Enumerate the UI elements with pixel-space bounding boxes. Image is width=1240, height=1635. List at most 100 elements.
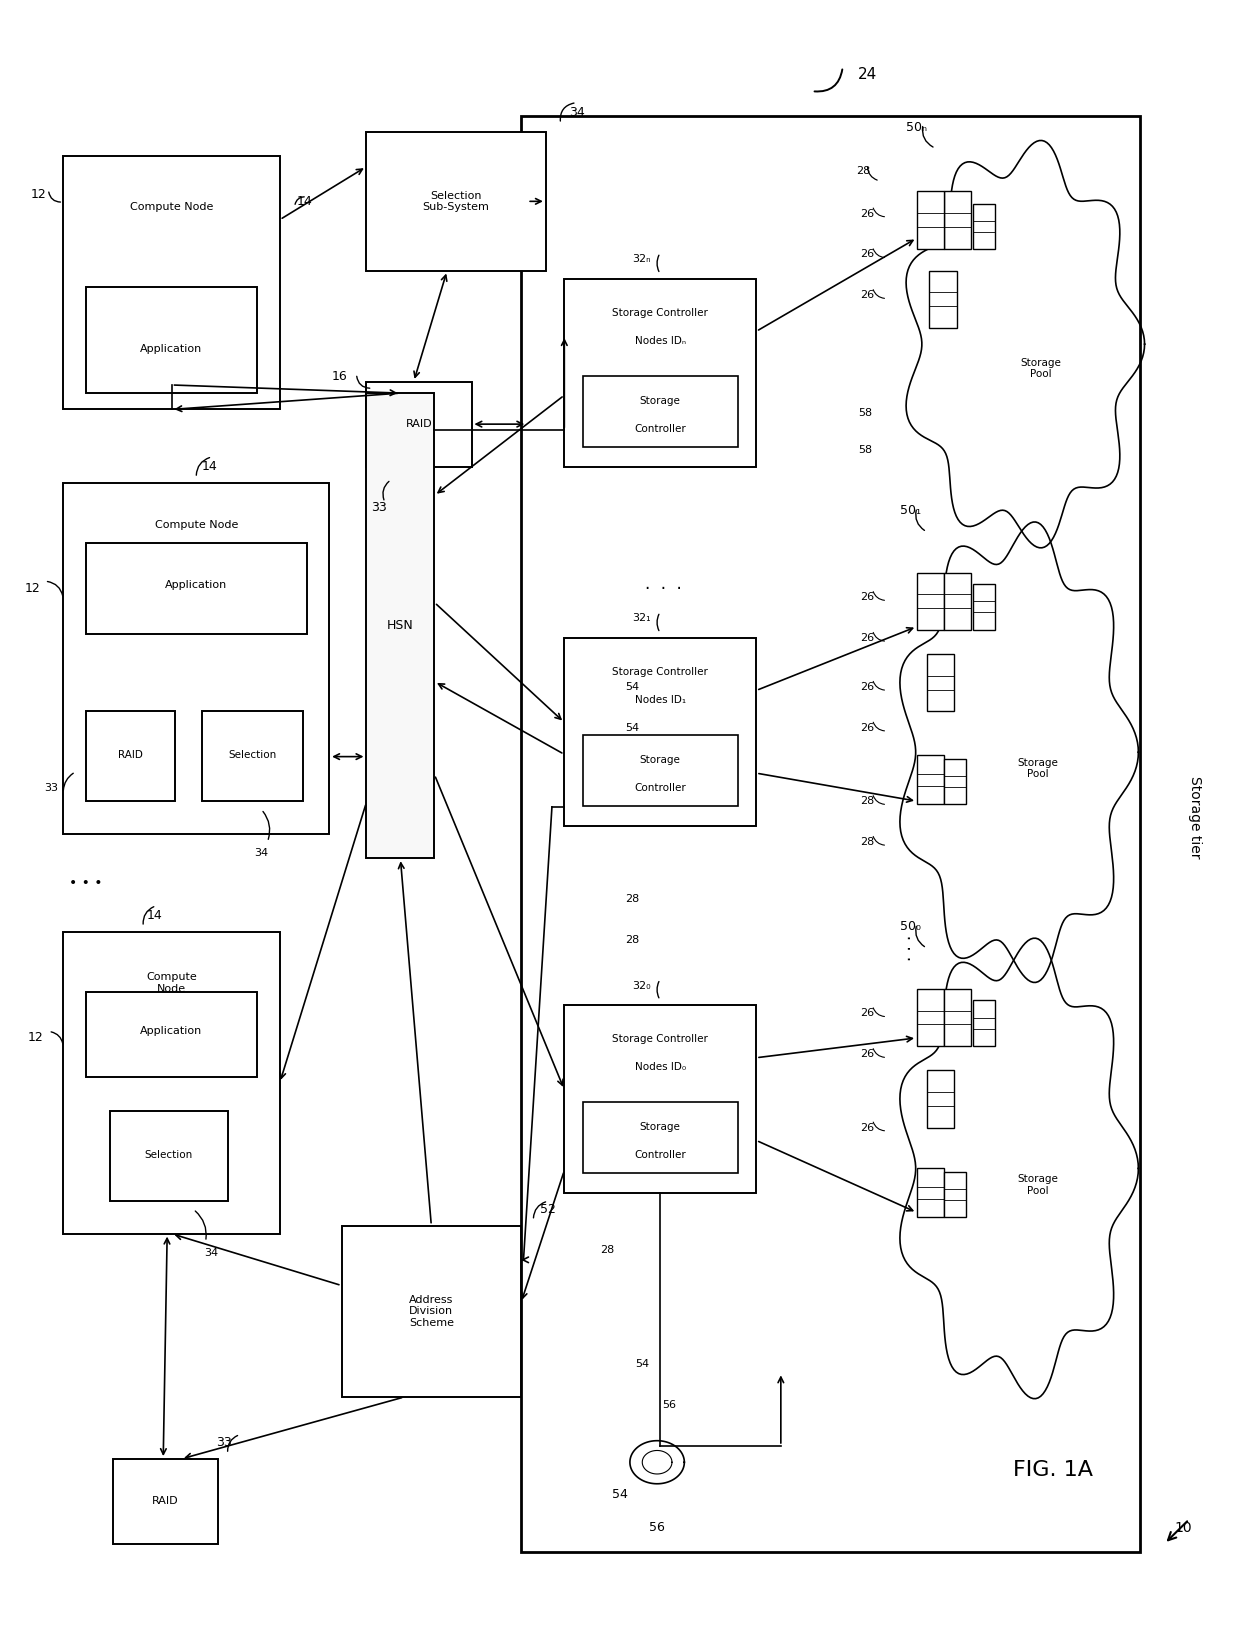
Text: 54: 54 bbox=[613, 1488, 627, 1501]
Text: 50₀: 50₀ bbox=[900, 921, 921, 934]
Text: 50₁: 50₁ bbox=[900, 504, 921, 517]
Text: Compute
Node: Compute Node bbox=[146, 973, 197, 994]
Text: 28: 28 bbox=[625, 894, 640, 904]
Text: 28: 28 bbox=[857, 167, 870, 177]
Text: Application: Application bbox=[140, 1027, 202, 1037]
Text: Nodes IDₙ: Nodes IDₙ bbox=[635, 335, 686, 347]
Text: 14: 14 bbox=[202, 459, 217, 473]
FancyBboxPatch shape bbox=[583, 734, 738, 806]
Text: 34: 34 bbox=[205, 1248, 218, 1259]
Text: 28: 28 bbox=[861, 796, 874, 806]
Text: 32ₙ: 32ₙ bbox=[632, 255, 651, 265]
Text: Storage: Storage bbox=[640, 1122, 681, 1131]
FancyBboxPatch shape bbox=[86, 992, 258, 1077]
Text: Address
Division
Scheme: Address Division Scheme bbox=[409, 1295, 454, 1328]
Text: 54: 54 bbox=[625, 682, 640, 692]
Text: 26: 26 bbox=[861, 209, 874, 219]
FancyBboxPatch shape bbox=[972, 1001, 994, 1046]
FancyBboxPatch shape bbox=[944, 989, 971, 1046]
Text: 14: 14 bbox=[296, 196, 312, 209]
Text: 14: 14 bbox=[146, 909, 162, 922]
Text: Storage
Pool: Storage Pool bbox=[1018, 757, 1059, 780]
Text: Storage Controller: Storage Controller bbox=[613, 307, 708, 317]
FancyBboxPatch shape bbox=[926, 654, 954, 711]
FancyBboxPatch shape bbox=[583, 376, 738, 446]
FancyBboxPatch shape bbox=[202, 711, 304, 801]
FancyBboxPatch shape bbox=[86, 543, 308, 634]
FancyBboxPatch shape bbox=[944, 191, 971, 250]
FancyBboxPatch shape bbox=[916, 989, 944, 1046]
Text: RAID: RAID bbox=[118, 750, 143, 760]
Text: 26: 26 bbox=[861, 289, 874, 301]
Polygon shape bbox=[900, 522, 1138, 983]
Text: RAID: RAID bbox=[153, 1496, 179, 1506]
Text: 34: 34 bbox=[254, 849, 268, 858]
Text: 26: 26 bbox=[861, 1050, 874, 1059]
Text: Compute Node: Compute Node bbox=[155, 520, 238, 530]
Text: 34: 34 bbox=[569, 106, 584, 119]
Text: Selection
Sub-System: Selection Sub-System bbox=[423, 191, 490, 213]
FancyBboxPatch shape bbox=[63, 157, 280, 409]
Text: ·  ·  ·: · · · bbox=[645, 580, 682, 598]
FancyBboxPatch shape bbox=[110, 1112, 228, 1202]
Text: Selection: Selection bbox=[228, 750, 277, 760]
Text: Compute Node: Compute Node bbox=[130, 203, 213, 213]
FancyBboxPatch shape bbox=[972, 584, 994, 629]
FancyBboxPatch shape bbox=[342, 1226, 521, 1396]
Text: 33: 33 bbox=[371, 500, 387, 513]
FancyBboxPatch shape bbox=[916, 572, 944, 629]
Text: Controller: Controller bbox=[635, 423, 686, 435]
Text: 58: 58 bbox=[858, 445, 872, 455]
Text: 56: 56 bbox=[662, 1400, 677, 1409]
Text: 33: 33 bbox=[43, 783, 58, 793]
FancyBboxPatch shape bbox=[926, 1071, 954, 1128]
Text: 10: 10 bbox=[1174, 1521, 1192, 1535]
Text: 54: 54 bbox=[635, 1359, 650, 1368]
FancyBboxPatch shape bbox=[63, 482, 330, 834]
Text: · · ·: · · · bbox=[901, 935, 920, 961]
Text: 12: 12 bbox=[31, 188, 46, 201]
Text: Storage Controller: Storage Controller bbox=[613, 667, 708, 677]
Text: 52: 52 bbox=[541, 1203, 557, 1216]
Text: Storage
Pool: Storage Pool bbox=[1018, 1174, 1059, 1195]
FancyBboxPatch shape bbox=[113, 1458, 218, 1543]
Text: 26: 26 bbox=[861, 1123, 874, 1133]
Text: 28: 28 bbox=[861, 837, 874, 847]
FancyBboxPatch shape bbox=[86, 286, 258, 392]
Text: Selection: Selection bbox=[144, 1151, 192, 1161]
Polygon shape bbox=[906, 141, 1145, 548]
Text: 32₀: 32₀ bbox=[632, 981, 651, 991]
Text: 26: 26 bbox=[861, 592, 874, 602]
FancyBboxPatch shape bbox=[944, 759, 966, 804]
Text: Nodes ID₀: Nodes ID₀ bbox=[635, 1063, 686, 1073]
Text: 16: 16 bbox=[331, 370, 347, 383]
FancyBboxPatch shape bbox=[916, 191, 944, 250]
FancyBboxPatch shape bbox=[564, 280, 756, 466]
Text: 28: 28 bbox=[625, 935, 640, 945]
Text: HSN: HSN bbox=[387, 620, 414, 633]
FancyBboxPatch shape bbox=[916, 755, 944, 804]
FancyBboxPatch shape bbox=[564, 1006, 756, 1194]
Text: 26: 26 bbox=[861, 250, 874, 260]
FancyBboxPatch shape bbox=[944, 572, 971, 629]
Text: Storage: Storage bbox=[640, 396, 681, 405]
FancyBboxPatch shape bbox=[521, 116, 1140, 1552]
Text: 26: 26 bbox=[861, 633, 874, 643]
FancyBboxPatch shape bbox=[63, 932, 280, 1234]
FancyBboxPatch shape bbox=[366, 132, 546, 271]
FancyBboxPatch shape bbox=[564, 638, 756, 826]
Text: Storage
Pool: Storage Pool bbox=[1021, 358, 1061, 379]
FancyBboxPatch shape bbox=[929, 271, 956, 329]
Text: Storage tier: Storage tier bbox=[1188, 777, 1203, 858]
Text: 26: 26 bbox=[861, 682, 874, 692]
Text: • • •: • • • bbox=[69, 876, 103, 889]
Text: FIG. 1A: FIG. 1A bbox=[1013, 1460, 1092, 1480]
FancyBboxPatch shape bbox=[972, 204, 994, 250]
Text: Storage: Storage bbox=[640, 755, 681, 765]
Text: 28: 28 bbox=[600, 1244, 615, 1256]
FancyBboxPatch shape bbox=[366, 381, 471, 466]
Text: 24: 24 bbox=[858, 67, 877, 82]
Text: 50ₙ: 50ₙ bbox=[906, 121, 928, 134]
FancyBboxPatch shape bbox=[916, 1169, 944, 1218]
Text: 56: 56 bbox=[650, 1521, 665, 1534]
